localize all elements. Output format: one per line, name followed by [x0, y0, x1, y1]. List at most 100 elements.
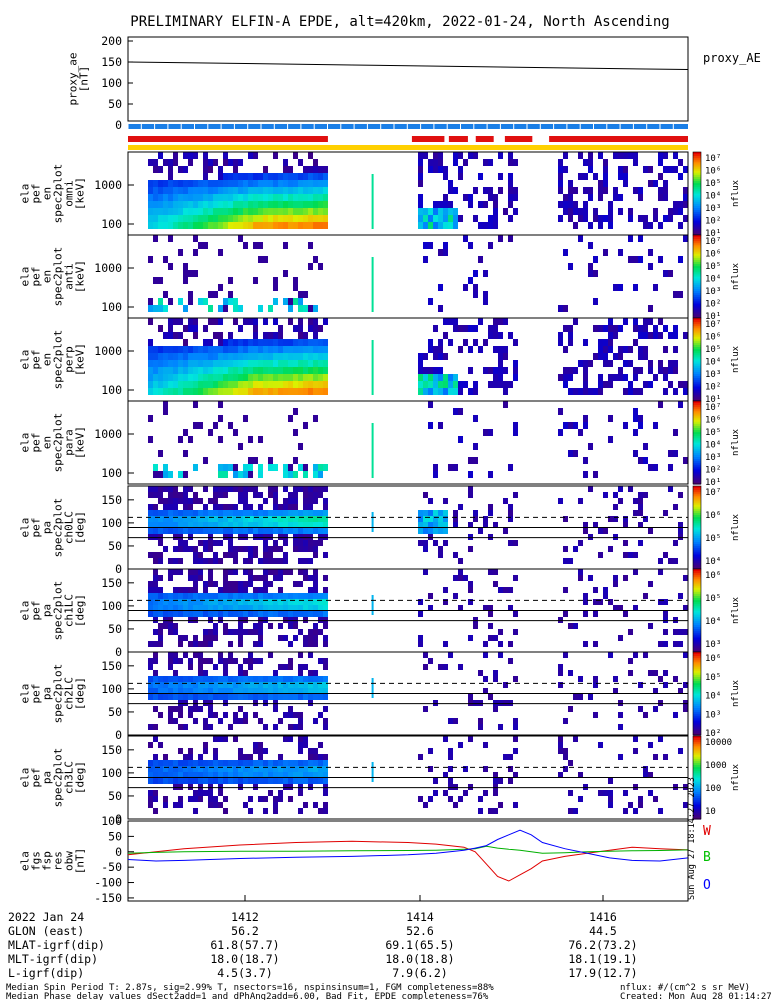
spectrogram-cell	[248, 388, 253, 395]
spectrogram-cell	[303, 381, 308, 388]
spectrogram-cell	[288, 208, 293, 215]
spectrogram-cell	[148, 528, 153, 534]
spectrogram-cell	[583, 360, 588, 367]
spectrogram-cell	[153, 778, 158, 784]
spectrogram-cell	[178, 540, 183, 546]
spectrogram-cell	[443, 215, 448, 222]
spectrogram-cell	[588, 222, 593, 229]
colorbar-tick-label: 10⁴	[705, 192, 721, 202]
spectrogram-cell	[563, 558, 568, 564]
spectrogram-cell	[153, 670, 158, 676]
spectrogram-cell	[153, 593, 158, 599]
spectrogram-cell	[148, 381, 153, 388]
spectrogram-cell	[148, 790, 153, 796]
spectrogram-cell	[223, 575, 228, 581]
ylabel-line: en	[41, 270, 54, 283]
colorbar-tick-label: 10000	[705, 738, 732, 748]
spectrogram-cell	[653, 215, 658, 222]
spectrogram-cell	[153, 658, 158, 664]
spectrogram-cell	[243, 388, 248, 395]
spectrogram-cell	[668, 166, 673, 173]
spectrogram-cell	[638, 457, 643, 464]
spectrogram-cell	[293, 522, 298, 528]
spectrogram-cell	[258, 766, 263, 772]
spectrogram-cell	[618, 367, 623, 374]
spectrogram-cell	[163, 504, 168, 510]
spectrogram-cell	[173, 374, 178, 381]
spectrogram-cell	[168, 325, 173, 332]
spectrogram-cell	[233, 760, 238, 766]
spectrogram-cell	[203, 486, 208, 492]
colorbar-cell	[693, 544, 701, 547]
spectrogram-cell	[678, 593, 683, 599]
spectrogram-cell	[453, 215, 458, 222]
spectrogram-cell	[318, 367, 323, 374]
spectrogram-cell	[218, 208, 223, 215]
spectrogram-cell	[568, 194, 573, 201]
spectrogram-cell	[448, 718, 453, 724]
spectrogram-cell	[173, 629, 178, 635]
spectrogram-cell	[213, 522, 218, 528]
spectrogram-cell	[228, 676, 233, 682]
spectrogram-cell	[188, 208, 193, 215]
spectrogram-cell	[323, 593, 328, 599]
spectrogram-cell	[458, 569, 463, 575]
spectrogram-cell	[468, 492, 473, 498]
spectrogram-cell	[198, 360, 203, 367]
spectrogram-cell	[268, 381, 273, 388]
spectrogram-cell	[278, 593, 283, 599]
spectrogram-cell	[163, 408, 168, 415]
spectrogram-cell	[273, 339, 278, 346]
spectrogram-cell	[673, 291, 678, 298]
spectrogram-cell	[158, 346, 163, 353]
spectrogram-cell	[658, 558, 663, 564]
spectrogram-cell	[233, 688, 238, 694]
spectrogram-cell	[323, 754, 328, 760]
ylabel-line: omni	[63, 180, 76, 207]
colorbar-cell	[693, 191, 701, 195]
spectrogram-cell	[623, 388, 628, 395]
spectrogram-cell	[493, 381, 498, 388]
spectrogram-cell	[643, 652, 648, 658]
spectrogram-cell	[163, 360, 168, 367]
spectrogram-cell	[323, 718, 328, 724]
spectrogram-cell	[198, 367, 203, 374]
spectrogram-cell	[188, 291, 193, 298]
spectrogram-cell	[483, 688, 488, 694]
spectrogram-cell	[238, 676, 243, 682]
spectrogram-cell	[258, 173, 263, 180]
spectrogram-cell	[293, 339, 298, 346]
spectrogram-cell	[248, 772, 253, 778]
colorbar-cell	[693, 519, 701, 522]
spectrogram-cell	[258, 504, 263, 510]
spectrogram-cell	[438, 381, 443, 388]
colorbar-cell	[693, 396, 701, 400]
spectrogram-cell	[273, 152, 278, 159]
spectrogram-cell	[493, 670, 498, 676]
spectrogram-cell	[148, 802, 153, 808]
spectrogram-cell	[223, 374, 228, 381]
colorbar-tick-label: 10⁵	[705, 534, 721, 544]
spectrogram-cell	[508, 215, 513, 222]
spectrogram-cell	[468, 242, 473, 249]
spectrogram-cell	[193, 318, 198, 325]
spectrogram-cell	[288, 388, 293, 395]
spectrogram-cell	[468, 599, 473, 605]
spectrogram-cell	[618, 353, 623, 360]
spectrogram-cell	[303, 388, 308, 395]
spectrogram-cell	[273, 670, 278, 676]
colorbar-cell	[693, 738, 701, 741]
spectrogram-cell	[248, 575, 253, 581]
spectrogram-cell	[318, 339, 323, 346]
spectrogram-cell	[248, 381, 253, 388]
colorbar-cell	[693, 585, 701, 589]
spectrogram-cell	[283, 471, 288, 478]
spectrogram-cell	[223, 464, 228, 471]
spectrogram-cell	[448, 754, 453, 760]
colorbar-cell	[693, 353, 701, 356]
spectrogram-cell	[253, 187, 258, 194]
colorbar-cell	[693, 158, 701, 161]
colorbar-cell	[693, 641, 701, 645]
spectrogram-cell	[258, 367, 263, 374]
colorbar-cell	[693, 676, 701, 680]
